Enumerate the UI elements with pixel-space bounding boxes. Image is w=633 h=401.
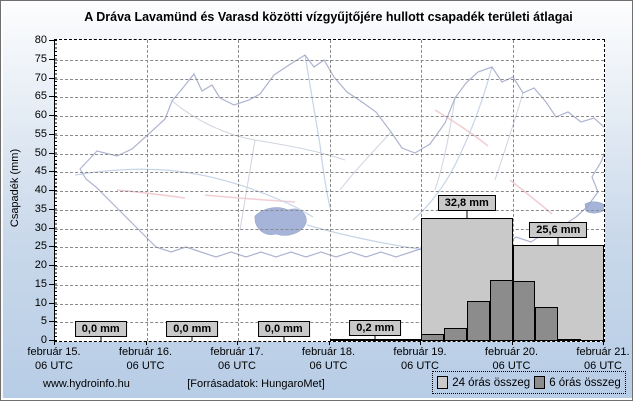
y-tick-label: 55 [34, 127, 47, 140]
value-label-connector [283, 337, 285, 341]
y-tick-label: 65 [34, 90, 47, 103]
y-tick [49, 115, 54, 116]
bar-6h [398, 339, 421, 341]
value-label: 0,0 mm [74, 321, 127, 337]
y-tick [49, 190, 54, 191]
map-river [74, 168, 314, 218]
y-tick-label: 25 [34, 240, 47, 253]
y-tick [49, 77, 54, 79]
y-tick [49, 265, 54, 266]
x-tick-label: február 16. 06 UTC [118, 346, 173, 372]
map-inner-boundary [339, 131, 392, 191]
y-tick [49, 340, 54, 341]
value-label-connector [557, 238, 559, 245]
gridline-vertical [512, 40, 514, 341]
value-label: 0,0 mm [257, 321, 310, 337]
map-country-border [204, 194, 296, 203]
y-tick-label: 10 [34, 296, 47, 309]
map-inner-boundary [434, 97, 456, 191]
value-label: 0,2 mm [349, 320, 402, 337]
y-tick-label: 70 [34, 71, 47, 84]
x-tick-label: február 18. 06 UTC [301, 346, 356, 372]
y-tick-label: 40 [34, 184, 47, 196]
value-label-connector [466, 211, 468, 218]
bar-6h [535, 306, 559, 341]
bar-6h [489, 279, 513, 341]
plot-area: 0,0 mm 0,0 mm 0,0 mm 0,2 mm 32,8 mm 25,6 mm [54, 39, 605, 342]
y-tick-label: 0 [40, 334, 47, 346]
y-tick [49, 58, 54, 60]
x-tick [511, 341, 513, 345]
x-tick [237, 341, 238, 345]
map-country-border [509, 179, 553, 215]
bar-6h [443, 327, 467, 341]
map-inner-boundary [494, 92, 524, 181]
bar-6h [558, 339, 582, 341]
y-tick-label: 35 [34, 202, 47, 215]
y-tick [49, 283, 54, 285]
x-tick [328, 341, 330, 345]
gridline-vertical [421, 40, 422, 341]
gridline-vertical [329, 40, 331, 341]
y-axis-minor-ticks [55, 40, 57, 341]
x-tick [420, 341, 421, 345]
map-lake [254, 207, 307, 236]
value-label: 32,8 mm [437, 195, 496, 211]
page-title: A Dráva Lavamünd és Varasd közötti vízgy… [84, 10, 573, 24]
legend-label-24h: 24 órás összeg [452, 376, 531, 389]
footer-website: www.hydroinfo.hu [43, 378, 130, 390]
y-tick [49, 246, 54, 248]
y-tick [49, 227, 54, 229]
y-tick-label: 75 [34, 52, 47, 65]
y-tick-label: 20 [34, 259, 47, 271]
bar-6h [466, 300, 490, 341]
legend-swatch-6h [534, 376, 546, 389]
y-tick-label: 80 [34, 34, 47, 46]
y-tick [49, 96, 54, 98]
value-label-connector [191, 337, 193, 341]
gridline-vertical [146, 40, 148, 341]
y-tick-label: 15 [34, 277, 47, 290]
y-tick [49, 321, 54, 323]
x-tick-label: február 19. 06 UTC [393, 346, 447, 372]
footer-source: [Forrásadatok: HungaroMet] [187, 378, 325, 390]
x-tick-label: február 17. 06 UTC [210, 346, 264, 372]
value-label: 25,6 mm [529, 222, 588, 238]
map-country-border [116, 189, 186, 199]
bar-6h [512, 281, 536, 341]
value-label-connector [374, 336, 376, 341]
legend-label-6h: 6 órás összeg [549, 376, 621, 389]
y-tick-label: 50 [34, 146, 47, 159]
y-tick [49, 208, 54, 210]
y-tick-label: 60 [34, 109, 47, 121]
value-label: 0,0 mm [166, 321, 219, 337]
y-tick-label: 30 [34, 221, 47, 234]
x-tick [54, 341, 55, 345]
y-tick [49, 152, 54, 154]
gridline-vertical [238, 40, 239, 341]
x-tick-label: február 20. 06 UTC [484, 346, 539, 372]
map-lake-small [584, 201, 604, 214]
bar-6h [421, 333, 444, 341]
y-tick [49, 302, 54, 304]
legend-swatch-24h [437, 376, 449, 389]
y-tick [49, 40, 54, 41]
value-label-connector [100, 337, 102, 341]
legend: 24 órás összeg 6 órás összeg [432, 371, 626, 394]
y-tick-label: 45 [34, 165, 47, 178]
map-basin-outline [79, 54, 604, 258]
map-river [304, 54, 332, 213]
x-tick-label: február 21. 06 UTC [576, 346, 630, 372]
x-tick [145, 341, 147, 345]
map-inner-boundary [171, 100, 346, 161]
x-tick [603, 341, 604, 345]
map-country-border [434, 109, 489, 147]
map-river [412, 66, 493, 221]
y-tick-label: 5 [40, 315, 47, 328]
map-inner-boundary [239, 139, 256, 231]
y-tick [49, 133, 54, 135]
x-tick-label: február 15. 06 UTC [27, 346, 81, 372]
y-tick [49, 171, 54, 173]
